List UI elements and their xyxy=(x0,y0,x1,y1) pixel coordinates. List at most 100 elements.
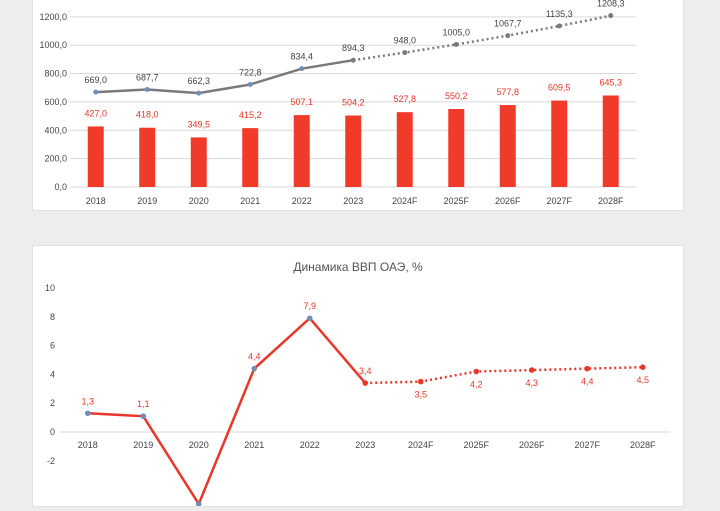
gdp-line-chart: Динамика ВВП ОАЭ, % 10 8 6 4 2 0 -2 2018 2019 2020… xyxy=(45,260,671,507)
x-tick-label: 2021 xyxy=(240,196,260,206)
line-point xyxy=(247,82,253,88)
x-tick-label: 2019 xyxy=(137,196,157,206)
bar xyxy=(551,100,568,187)
bar xyxy=(345,115,362,187)
x-tick-label: 2018 xyxy=(86,196,106,206)
y-tick-label: 600,0 xyxy=(44,97,67,107)
line-point xyxy=(196,90,202,96)
line-value-label: 662,3 xyxy=(187,76,210,86)
y-tick-label: 800,0 xyxy=(44,69,67,79)
y-tick-label: 0,0 xyxy=(54,182,67,192)
x-tick-label: 2023 xyxy=(355,440,375,450)
line-point xyxy=(362,380,369,386)
line-point xyxy=(639,364,646,370)
line-point xyxy=(84,410,91,417)
line-value-label: 4,4 xyxy=(581,377,594,387)
bar-value-label: 504,2 xyxy=(342,98,365,108)
y-tick-label: 400,0 xyxy=(44,125,67,135)
line-point xyxy=(306,315,313,322)
line-point xyxy=(473,368,480,375)
gdp-chart-panel: Динамика ВВП ОАЭ, % 10 8 6 4 2 0 -2 2018 2019 2020… xyxy=(33,246,683,507)
line-point xyxy=(144,86,150,92)
bar xyxy=(87,126,104,187)
x-tick-label: 2027F xyxy=(574,440,600,450)
line-point xyxy=(140,413,147,419)
line-point xyxy=(251,365,258,372)
revenue-chart-panel: 0,0 200,0 400,0 600,0 800,0 1000,0 1200,0 427,0… xyxy=(33,0,683,210)
line-value-label: 834,4 xyxy=(290,52,313,62)
y-tick-label: 10 xyxy=(45,283,55,293)
line-value-label: 3,5 xyxy=(414,390,427,400)
line-value-label: 1,3 xyxy=(81,396,94,406)
line-value-label: 7,9 xyxy=(303,301,316,311)
line-point xyxy=(608,13,614,19)
bar-value-label: 418,0 xyxy=(136,110,159,120)
line-value-label: 669,0 xyxy=(84,75,107,85)
y-tick-label: 2 xyxy=(50,398,55,408)
series-line-forecast xyxy=(353,14,611,62)
x-tick-label: 2021 xyxy=(244,440,264,450)
bar-value-label: 645,3 xyxy=(599,77,622,87)
y-tick-label: -2 xyxy=(47,456,55,466)
line-point xyxy=(584,365,591,372)
x-tick-label: 2022 xyxy=(292,196,312,206)
chart-title: Динамика ВВП ОАЭ, % xyxy=(293,260,423,274)
bar-value-label: 427,0 xyxy=(84,108,107,118)
x-tick-label: 2026F xyxy=(519,440,545,450)
line-value-label: 4,5 xyxy=(636,375,649,385)
line-point xyxy=(556,23,562,29)
series-line-actual xyxy=(95,58,354,95)
x-tick-label: 2027F xyxy=(546,196,572,206)
line-point xyxy=(299,66,305,72)
y-tick-label: 0 xyxy=(50,427,55,437)
x-tick-label: 2025F xyxy=(463,440,489,450)
bar xyxy=(448,108,465,187)
series-line-actual xyxy=(87,316,367,507)
line-value-label: 948,0 xyxy=(393,36,416,46)
x-tick-label: 2023 xyxy=(343,196,363,206)
line-value-label: 1135,3 xyxy=(546,9,573,19)
line-value-label: 1208,3 xyxy=(597,0,625,9)
y-tick-label: 4 xyxy=(50,369,55,379)
line-point xyxy=(528,367,535,373)
line-value-label: 1005,0 xyxy=(442,27,470,37)
line-value-label: 1067,7 xyxy=(494,19,522,29)
bar-line-chart: 0,0 200,0 400,0 600,0 800,0 1000,0 1200,0 427,0… xyxy=(39,0,637,206)
x-tick-label: 2020 xyxy=(189,196,209,206)
bar xyxy=(190,137,207,187)
x-tick-label: 2026F xyxy=(495,196,521,206)
bar-value-label: 527,8 xyxy=(393,94,416,104)
line-point xyxy=(453,41,459,47)
x-tick-label: 2018 xyxy=(78,440,98,450)
line-value-label: 4,4 xyxy=(248,352,261,362)
series-line-forecast xyxy=(365,365,643,385)
y-tick-label: 1200,0 xyxy=(39,12,67,22)
line-value-label: 4,3 xyxy=(525,378,538,388)
bar-value-label: 349,5 xyxy=(187,119,210,129)
bar-value-label: 415,2 xyxy=(239,110,262,120)
line-value-label: 722,8 xyxy=(239,68,262,78)
line-point xyxy=(402,50,408,56)
line-point xyxy=(417,378,424,385)
bar xyxy=(499,105,516,187)
line-value-label: 1,1 xyxy=(137,399,150,409)
line-point xyxy=(350,57,356,63)
line-value-label: 3,4 xyxy=(359,366,372,376)
x-tick-label: 2024F xyxy=(392,196,418,206)
bar-value-label: 507,1 xyxy=(290,97,313,107)
bar xyxy=(242,128,259,187)
bar-value-label: 609,5 xyxy=(548,83,571,93)
x-tick-label: 2024F xyxy=(408,440,434,450)
bar xyxy=(293,115,310,187)
y-tick-label: 1000,0 xyxy=(39,40,67,50)
line-value-label: 4,2 xyxy=(470,380,483,390)
line-value-label: 894,3 xyxy=(342,43,365,53)
bar xyxy=(602,95,619,187)
x-tick-label: 2022 xyxy=(300,440,320,450)
y-tick-label: 200,0 xyxy=(44,154,67,164)
y-tick-label: 6 xyxy=(50,341,55,351)
x-tick-label: 2019 xyxy=(133,440,153,450)
x-tick-label: 2025F xyxy=(443,196,469,206)
x-tick-label: 2028F xyxy=(598,196,624,206)
x-tick-label: 2028F xyxy=(630,440,656,450)
